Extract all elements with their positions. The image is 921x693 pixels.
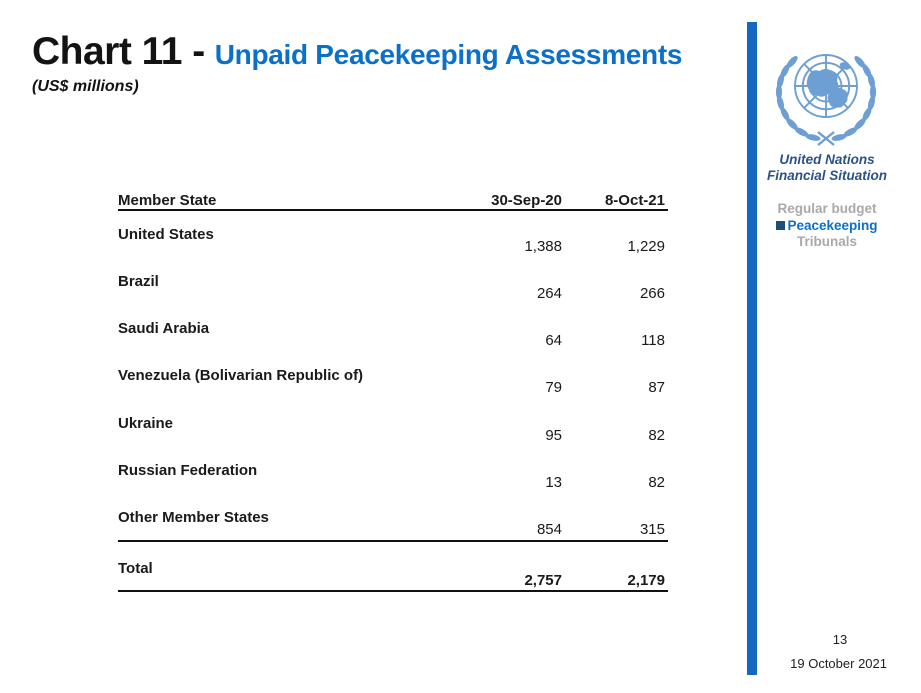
table-row: Ukraine 95 82 [118,400,668,447]
member-state-name: Ukraine [118,414,174,432]
accent-bar [747,22,757,675]
sidebar-item-label: Peacekeeping [787,217,878,233]
sidebar-nav: Regular budget Peacekeeping Tribunals [752,201,902,251]
member-state-name: Saudi Arabia [118,320,210,338]
column-header-8-oct-21: 8-Oct-21 [604,192,665,209]
chart-title: Unpaid Peacekeeping Assessments [214,39,683,70]
unpaid-assessments-table: Member State 30-Sep-20 8-Oct-21 United S… [118,188,668,592]
member-state-name: Other Member States [118,509,269,527]
sidebar-heading: United Nations Financial Situation [757,152,897,184]
value-sep20: 854 [536,521,562,539]
total-label: Total [118,559,153,577]
total-oct21: 2,179 [627,571,665,589]
total-sep20: 2,757 [524,571,562,589]
value-sep20: 95 [545,426,562,444]
value-oct21: 1,229 [627,237,665,255]
member-state-name: Russian Federation [118,461,258,479]
column-header-30-sep-20: 30-Sep-20 [491,192,562,209]
bullet-square-icon [776,220,786,230]
page-title: Chart 11 - Unpaid Peacekeeping Assessmen… [32,30,682,74]
title-block: Chart 11 - Unpaid Peacekeeping Assessmen… [32,30,682,96]
member-state-name: Brazil [118,272,159,290]
table-row: Russian Federation 13 82 [118,447,668,494]
united-nations-emblem-icon [770,42,882,146]
value-oct21: 118 [641,332,665,350]
sidebar-item-tribunals[interactable]: Tribunals [796,234,857,249]
value-sep20: 79 [545,379,562,397]
table-row: Saudi Arabia 64 118 [118,305,668,352]
value-sep20: 1,388 [524,237,562,255]
value-oct21: 315 [639,521,665,539]
column-header-member-state: Member State [118,192,217,209]
slide-date: 19 October 2021 [790,656,887,671]
member-state-name: United States [118,225,214,243]
table-row: Venezuela (Bolivarian Republic of) 79 87 [118,352,668,399]
sidebar-heading-line2: Financial Situation [766,168,887,183]
table-header-row: Member State 30-Sep-20 8-Oct-21 [118,188,668,211]
chart-number: Chart 11 - [32,30,205,73]
table-row: Brazil 264 266 [118,258,668,305]
table-row: United States 1,388 1,229 [118,211,668,258]
sidebar-item-peacekeeping[interactable]: Peacekeeping [752,218,902,235]
sidebar-heading-line1: United Nations [779,152,875,167]
units-subtitle: (US$ millions) [32,78,139,95]
page-number: 13 [832,632,848,647]
member-state-name: Venezuela (Bolivarian Republic of) [118,367,364,385]
value-oct21: 82 [648,473,665,491]
value-sep20: 264 [536,284,562,302]
value-sep20: 64 [545,332,562,350]
sidebar-item-regular-budget[interactable]: Regular budget [777,201,877,216]
table-row: Other Member States 854 315 [118,494,668,542]
value-oct21: 87 [648,379,665,397]
value-sep20: 13 [545,473,562,491]
table-total-row: Total 2,757 2,179 [118,542,668,592]
value-oct21: 82 [648,426,665,444]
value-oct21: 266 [639,284,665,302]
